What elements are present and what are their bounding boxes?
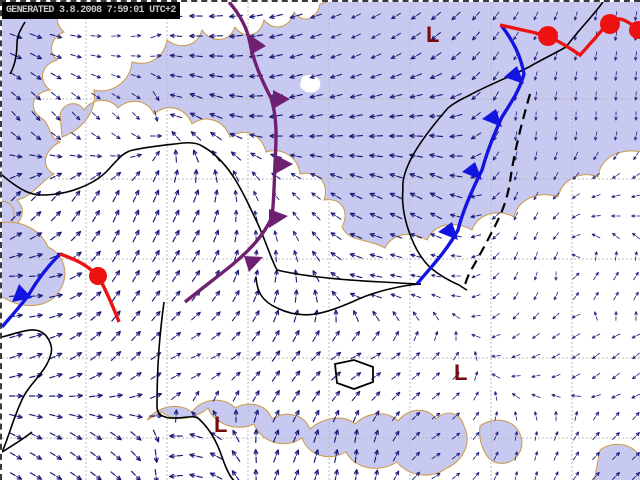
svg-text:L: L bbox=[214, 412, 227, 437]
svg-text:L: L bbox=[426, 22, 439, 47]
svg-text:L: L bbox=[454, 360, 467, 385]
